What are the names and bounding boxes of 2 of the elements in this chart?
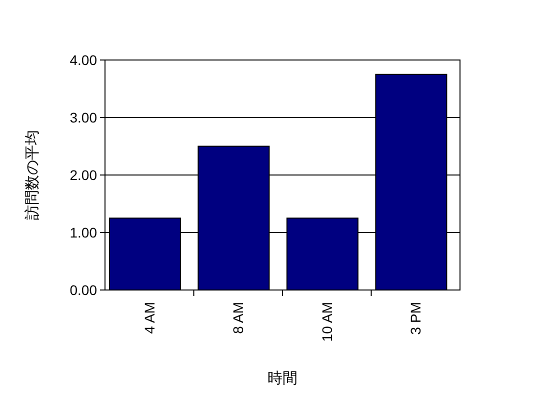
ylabel: 訪問数の平均 [24, 130, 41, 220]
xlabel: 時間 [268, 370, 298, 387]
